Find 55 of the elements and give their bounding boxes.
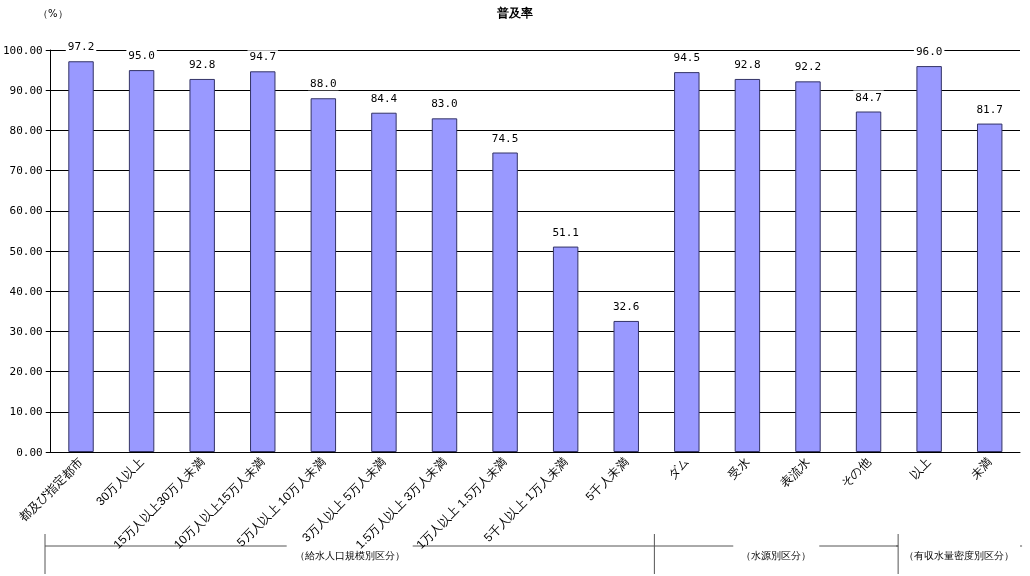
text: （有収水量密度別区分） bbox=[904, 549, 1015, 561]
bar bbox=[250, 71, 276, 452]
bar bbox=[916, 66, 942, 452]
y-tick-label: 90.00 bbox=[9, 83, 43, 97]
data-label: 92.8 bbox=[734, 57, 761, 71]
bar bbox=[976, 123, 1003, 452]
bar bbox=[189, 78, 215, 452]
bar bbox=[68, 61, 94, 452]
y-tick-label: 60.00 bbox=[9, 204, 43, 218]
data-label: 51.1 bbox=[552, 225, 579, 239]
bar bbox=[492, 152, 518, 452]
data-label: 88.0 bbox=[310, 77, 337, 91]
x-tick-label: 5千人未満 bbox=[582, 455, 632, 504]
data-label: 92.8 bbox=[188, 57, 216, 71]
bar bbox=[734, 78, 761, 452]
bar bbox=[855, 111, 882, 452]
data-label: 74.5 bbox=[491, 131, 519, 145]
data-label: 92.2 bbox=[794, 60, 822, 74]
y-axis-title: （%） bbox=[38, 7, 68, 19]
y-tick-label: 80.00 bbox=[9, 123, 43, 137]
bar bbox=[552, 246, 579, 452]
x-tick-label: 表流水 bbox=[777, 455, 813, 491]
bar bbox=[674, 72, 700, 452]
y-tick-label: 100.00 bbox=[2, 43, 43, 57]
x-tick-label: 受水 bbox=[725, 455, 753, 482]
chart-title: 普及率 bbox=[496, 6, 533, 20]
data-label: 95.0 bbox=[128, 49, 155, 63]
x-tick-label: その他 bbox=[838, 455, 874, 491]
data-label: 97.2 bbox=[67, 40, 95, 54]
data-label: 94.7 bbox=[249, 50, 277, 64]
x-tick-label: ダム bbox=[664, 455, 692, 482]
bar bbox=[795, 81, 821, 452]
bar bbox=[371, 112, 397, 452]
data-label: 94.5 bbox=[673, 51, 701, 65]
y-tick-label: 20.00 bbox=[9, 365, 43, 379]
data-label: 83.0 bbox=[431, 97, 458, 111]
bar bbox=[613, 320, 639, 452]
y-tick-label: 70.00 bbox=[9, 164, 43, 178]
y-tick-label: 30.00 bbox=[9, 324, 43, 338]
y-tick-label: 10.00 bbox=[9, 405, 43, 419]
text: （給水人口規模別区分） bbox=[294, 549, 405, 561]
x-tick-label: 以上 bbox=[907, 455, 935, 482]
data-label: 32.6 bbox=[612, 299, 640, 313]
bar bbox=[431, 118, 458, 452]
x-tick-label: 未満 bbox=[967, 455, 995, 482]
y-tick-label: 40.00 bbox=[9, 284, 43, 298]
bar bbox=[310, 98, 337, 452]
text: （水源別区分） bbox=[741, 549, 812, 561]
y-tick-label: 50.00 bbox=[9, 244, 43, 258]
data-label: 81.7 bbox=[976, 102, 1003, 116]
data-label: 96.0 bbox=[915, 45, 943, 59]
bar bbox=[128, 70, 155, 452]
data-label: 84.4 bbox=[370, 91, 398, 105]
x-tick-label: 30万人以上 bbox=[93, 455, 147, 509]
data-label: 84.7 bbox=[855, 90, 882, 104]
